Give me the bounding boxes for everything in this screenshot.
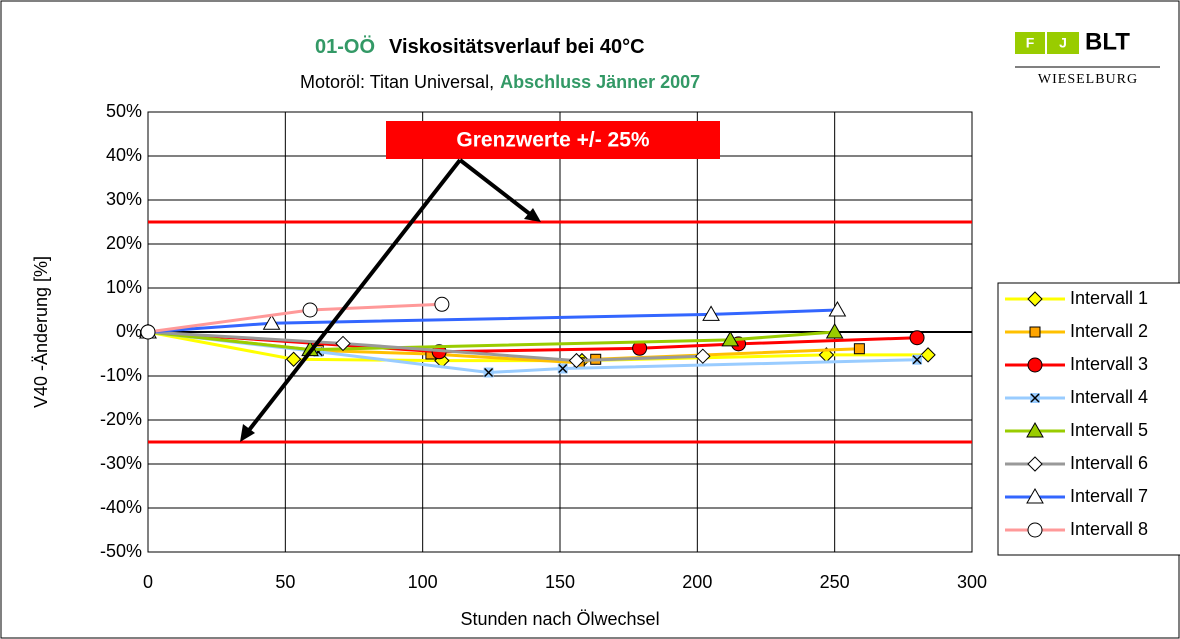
data-point: [335, 335, 351, 352]
x-axis-label: Stunden nach Ölwechsel: [460, 609, 659, 629]
x-tick-label: 300: [957, 572, 987, 592]
y-tick-label: 0%: [116, 321, 142, 341]
data-point: [285, 351, 302, 367]
legend-label: Intervall 2: [1070, 321, 1148, 341]
x-tick-label: 50: [275, 572, 295, 592]
legend-marker: [1027, 291, 1043, 307]
data-point: [825, 322, 844, 339]
series-line: [147, 330, 835, 352]
data-point: [853, 343, 865, 355]
logo-text: F: [1026, 35, 1035, 51]
chart-subtitle: Motoröl: Titan Universal, Abschluss Jänne…: [300, 72, 700, 92]
data-point: [483, 367, 494, 378]
marker-part: [484, 367, 494, 378]
series-line: [147, 330, 929, 363]
data-point: [695, 348, 711, 364]
logo: F J BLT WIESELBURG: [1015, 28, 1160, 87]
y-tick-label: 40%: [106, 145, 142, 165]
data-point: [557, 363, 568, 374]
legend-label: Intervall 3: [1070, 354, 1148, 374]
legend-marker: [1026, 421, 1044, 438]
logo-text: J: [1059, 35, 1067, 51]
legend-label: Intervall 5: [1070, 420, 1148, 440]
y-tick-label: 20%: [106, 233, 142, 253]
legend-marker: [1027, 357, 1043, 373]
marker-part: [558, 363, 568, 374]
legend-marker: [1027, 456, 1043, 472]
data-point: [568, 352, 585, 369]
logo-text: WIESELBURG: [1038, 72, 1138, 87]
data-point: [702, 305, 720, 321]
y-tick-label: -30%: [100, 453, 142, 473]
data-point: [909, 330, 925, 346]
annotation: Grenzwerte +/- 25%: [240, 121, 720, 442]
legend-label: Intervall 6: [1070, 453, 1148, 473]
x-tick-label: 0: [143, 572, 153, 592]
annotation-text: Grenzwerte +/- 25%: [456, 129, 649, 152]
logo-text: BLT: [1085, 28, 1130, 55]
y-tick-label: -50%: [100, 541, 142, 561]
y-tick-label: -40%: [100, 497, 142, 517]
legend-marker: [1026, 487, 1044, 504]
y-tick-label: 10%: [106, 277, 142, 297]
legend: [997, 282, 1180, 556]
legend-marker: [1029, 326, 1041, 338]
x-tick-label: 200: [682, 572, 712, 592]
legend-label: Intervall 8: [1070, 519, 1148, 539]
data-point: [140, 324, 156, 340]
legend-label: Intervall 4: [1070, 387, 1148, 407]
y-tick-label: -10%: [100, 365, 142, 385]
data-point: [262, 314, 281, 330]
x-tick-label: 100: [408, 572, 438, 592]
x-tick-label: 150: [545, 572, 575, 592]
y-tick-label: 30%: [106, 189, 142, 209]
chart-title: 01-OÖ Viskositätsverlauf bei 40°C: [315, 35, 645, 58]
marker-part: [912, 355, 922, 365]
data-point: [828, 300, 847, 317]
data-point: [912, 354, 923, 365]
data-point: [434, 296, 450, 312]
legend-label: Intervall 7: [1070, 486, 1148, 506]
marker-part: [1030, 393, 1040, 403]
y-axis-label: V40 -Änderung [%]: [31, 256, 51, 408]
data-point: [920, 347, 936, 363]
series-line: [147, 308, 838, 334]
data-point: [302, 302, 318, 318]
data-point: [721, 330, 740, 347]
x-tick-label: 250: [820, 572, 850, 592]
y-tick-label: -20%: [100, 409, 142, 429]
legend-marker: [1030, 393, 1040, 403]
legend-marker: [1027, 522, 1043, 538]
series-line: [147, 330, 703, 363]
y-tick-label: 50%: [106, 101, 142, 121]
legend-label: Intervall 1: [1070, 288, 1148, 308]
